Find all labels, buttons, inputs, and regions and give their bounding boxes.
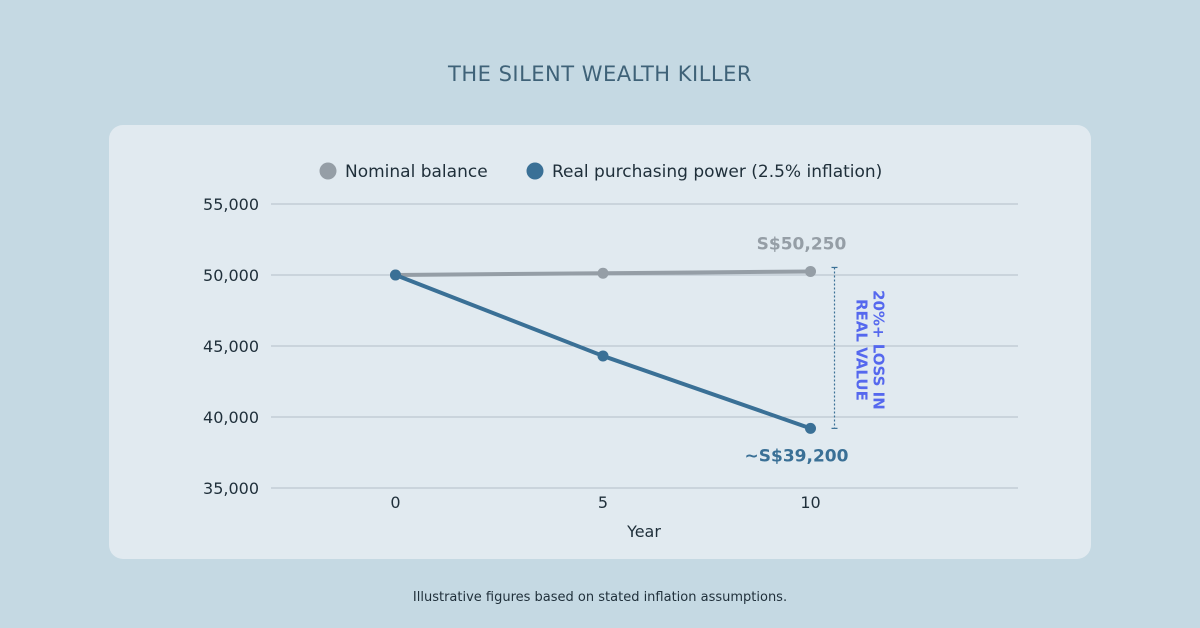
- x-tick-label: 10: [800, 493, 820, 512]
- footnote: Illustrative figures based on stated inf…: [412, 590, 788, 605]
- axis-layer: 35,000 40,000 45,000 50,000 55,000 0 5 10: [203, 195, 821, 512]
- y-tick-label: 50,000: [203, 266, 259, 285]
- end-label-nominal: S$50,250: [757, 234, 847, 254]
- grid-layer: [271, 203, 1018, 489]
- series-layer: [390, 265, 816, 434]
- x-axis-title: Year: [626, 522, 661, 541]
- y-tick-label: 40,000: [203, 408, 259, 427]
- legend-label-real: Real purchasing power (2.5% inflation): [552, 162, 882, 182]
- end-label-real: ~S$39,200: [745, 446, 849, 466]
- line-chart: Nominal balance Real purchasing power (2…: [203, 162, 1018, 541]
- data-point-real: [805, 422, 816, 434]
- y-tick-label: 45,000: [203, 337, 259, 356]
- legend-label-nominal: Nominal balance: [345, 162, 488, 182]
- chart-legend: Nominal balance Real purchasing power (2…: [319, 162, 882, 182]
- loss-annotation-line1: 20%+ LOSS IN: [870, 290, 888, 410]
- x-tick-label: 5: [598, 493, 608, 512]
- data-point-real: [597, 350, 609, 362]
- data-point-nominal: [597, 267, 609, 279]
- page-title: THE SILENT WEALTH KILLER: [448, 62, 752, 86]
- data-point-nominal: [805, 265, 816, 277]
- loss-annotation-line2: REAL VALUE: [853, 299, 871, 401]
- y-tick-label: 55,000: [203, 195, 259, 214]
- legend-marker-nominal: [319, 162, 337, 180]
- x-tick-label: 0: [390, 493, 400, 512]
- chart-card: Nominal balance Real purchasing power (2…: [109, 125, 1091, 559]
- y-tick-label: 35,000: [203, 479, 259, 498]
- data-point-real: [390, 269, 401, 281]
- legend-marker-real: [526, 162, 544, 180]
